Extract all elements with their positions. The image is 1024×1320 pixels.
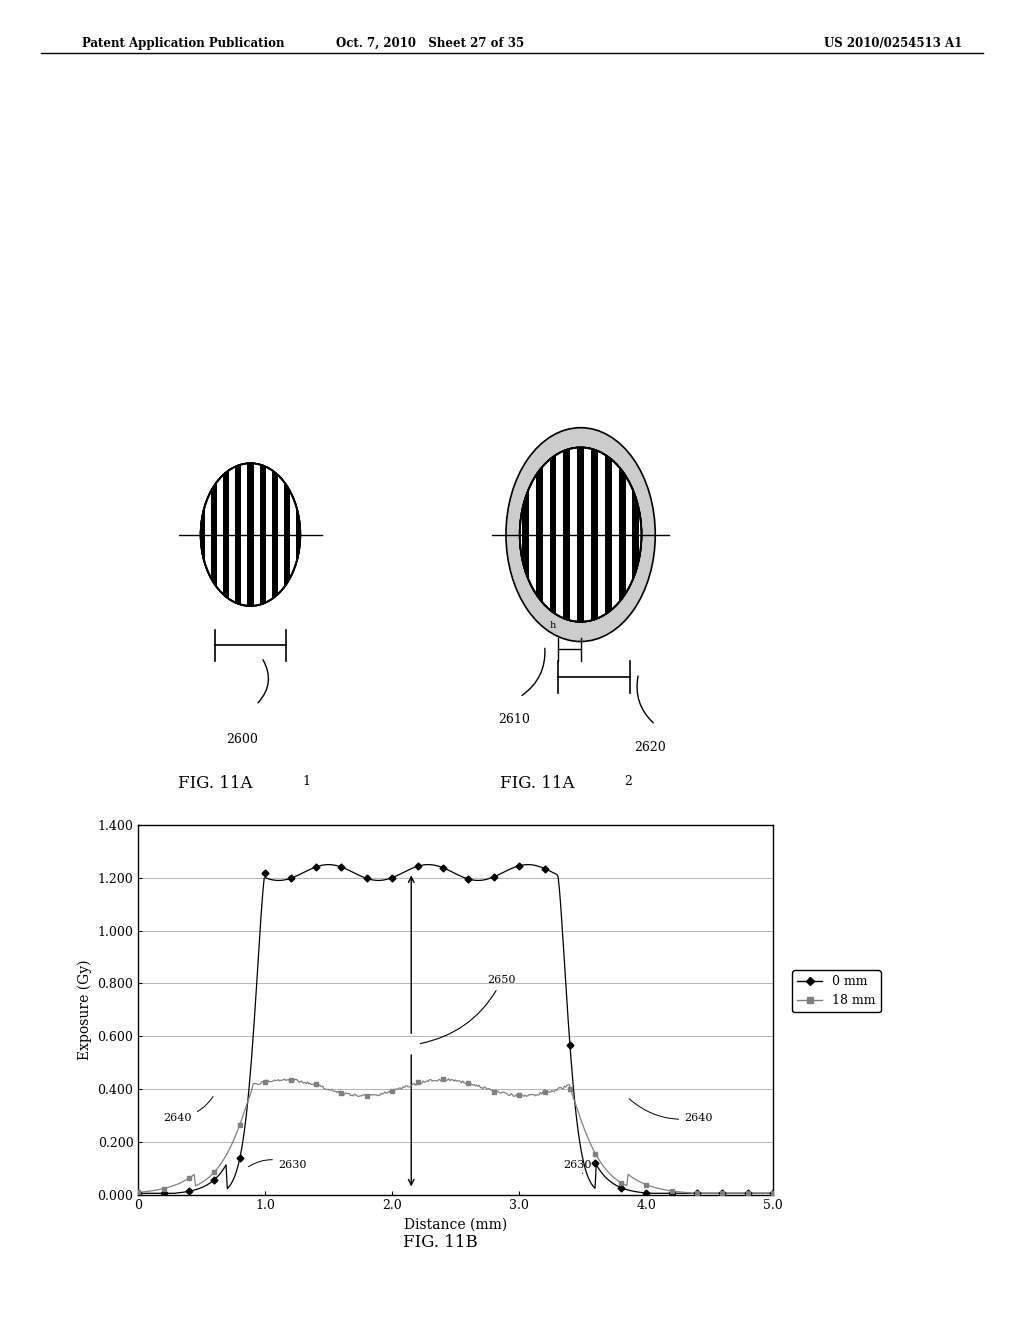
Text: 2620: 2620 [634, 741, 666, 754]
Polygon shape [563, 438, 570, 631]
Polygon shape [211, 457, 217, 612]
Polygon shape [716, 438, 722, 631]
Polygon shape [536, 438, 543, 631]
Polygon shape [522, 438, 528, 631]
Polygon shape [578, 438, 584, 631]
Polygon shape [162, 457, 168, 612]
Polygon shape [186, 457, 193, 612]
Polygon shape [412, 438, 418, 631]
Polygon shape [425, 438, 432, 631]
Polygon shape [633, 438, 639, 631]
Polygon shape [381, 457, 387, 612]
Text: 2600: 2600 [226, 733, 258, 746]
Ellipse shape [506, 428, 655, 642]
Polygon shape [271, 457, 278, 612]
Polygon shape [333, 457, 339, 612]
Text: Patent Application Publication: Patent Application Publication [82, 37, 285, 50]
Polygon shape [357, 457, 362, 612]
Text: 2630: 2630 [563, 1160, 592, 1173]
Text: 2650: 2650 [420, 975, 516, 1044]
Polygon shape [393, 457, 399, 612]
Text: 2610: 2610 [499, 713, 530, 726]
Polygon shape [674, 438, 681, 631]
Polygon shape [284, 457, 290, 612]
Text: 2640: 2640 [629, 1098, 713, 1123]
Text: 2630: 2630 [249, 1160, 306, 1171]
Text: FIG. 11A: FIG. 11A [178, 775, 252, 792]
Polygon shape [729, 438, 736, 631]
Polygon shape [345, 457, 351, 612]
Polygon shape [236, 457, 242, 612]
Polygon shape [248, 457, 254, 612]
Polygon shape [138, 457, 144, 612]
Polygon shape [296, 457, 302, 612]
Polygon shape [701, 438, 709, 631]
Polygon shape [199, 457, 205, 612]
Ellipse shape [201, 463, 300, 606]
Legend: 0 mm, 18 mm: 0 mm, 18 mm [793, 970, 881, 1012]
Polygon shape [101, 457, 108, 612]
Polygon shape [605, 438, 611, 631]
Polygon shape [223, 457, 229, 612]
X-axis label: Distance (mm): Distance (mm) [404, 1218, 507, 1232]
Polygon shape [508, 438, 515, 631]
Ellipse shape [201, 463, 300, 606]
Text: 2: 2 [625, 775, 633, 788]
Polygon shape [151, 457, 157, 612]
Polygon shape [453, 438, 460, 631]
Polygon shape [495, 438, 501, 631]
Polygon shape [308, 457, 314, 612]
Polygon shape [174, 457, 180, 612]
Text: 1: 1 [302, 775, 310, 788]
Polygon shape [321, 457, 327, 612]
FancyBboxPatch shape [106, 360, 406, 788]
Polygon shape [550, 438, 556, 631]
Polygon shape [743, 438, 750, 631]
Polygon shape [260, 457, 265, 612]
Polygon shape [467, 438, 473, 631]
Polygon shape [618, 438, 626, 631]
Polygon shape [646, 438, 653, 631]
Text: FIG. 11B: FIG. 11B [403, 1234, 477, 1251]
Polygon shape [480, 438, 487, 631]
Y-axis label: Exposure (Gy): Exposure (Gy) [78, 960, 92, 1060]
Polygon shape [520, 447, 641, 622]
Text: FIG. 11A: FIG. 11A [501, 775, 574, 792]
Polygon shape [201, 463, 300, 606]
Text: h: h [550, 620, 556, 630]
Text: 2640: 2640 [164, 1097, 213, 1123]
Ellipse shape [520, 447, 641, 622]
Polygon shape [591, 438, 598, 631]
Polygon shape [126, 457, 132, 612]
Polygon shape [439, 438, 445, 631]
Polygon shape [688, 438, 694, 631]
Polygon shape [660, 438, 667, 631]
Polygon shape [114, 457, 120, 612]
Ellipse shape [520, 447, 641, 622]
Text: Oct. 7, 2010   Sheet 27 of 35: Oct. 7, 2010 Sheet 27 of 35 [336, 37, 524, 50]
Polygon shape [369, 457, 375, 612]
FancyBboxPatch shape [431, 360, 730, 788]
Text: US 2010/0254513 A1: US 2010/0254513 A1 [824, 37, 963, 50]
